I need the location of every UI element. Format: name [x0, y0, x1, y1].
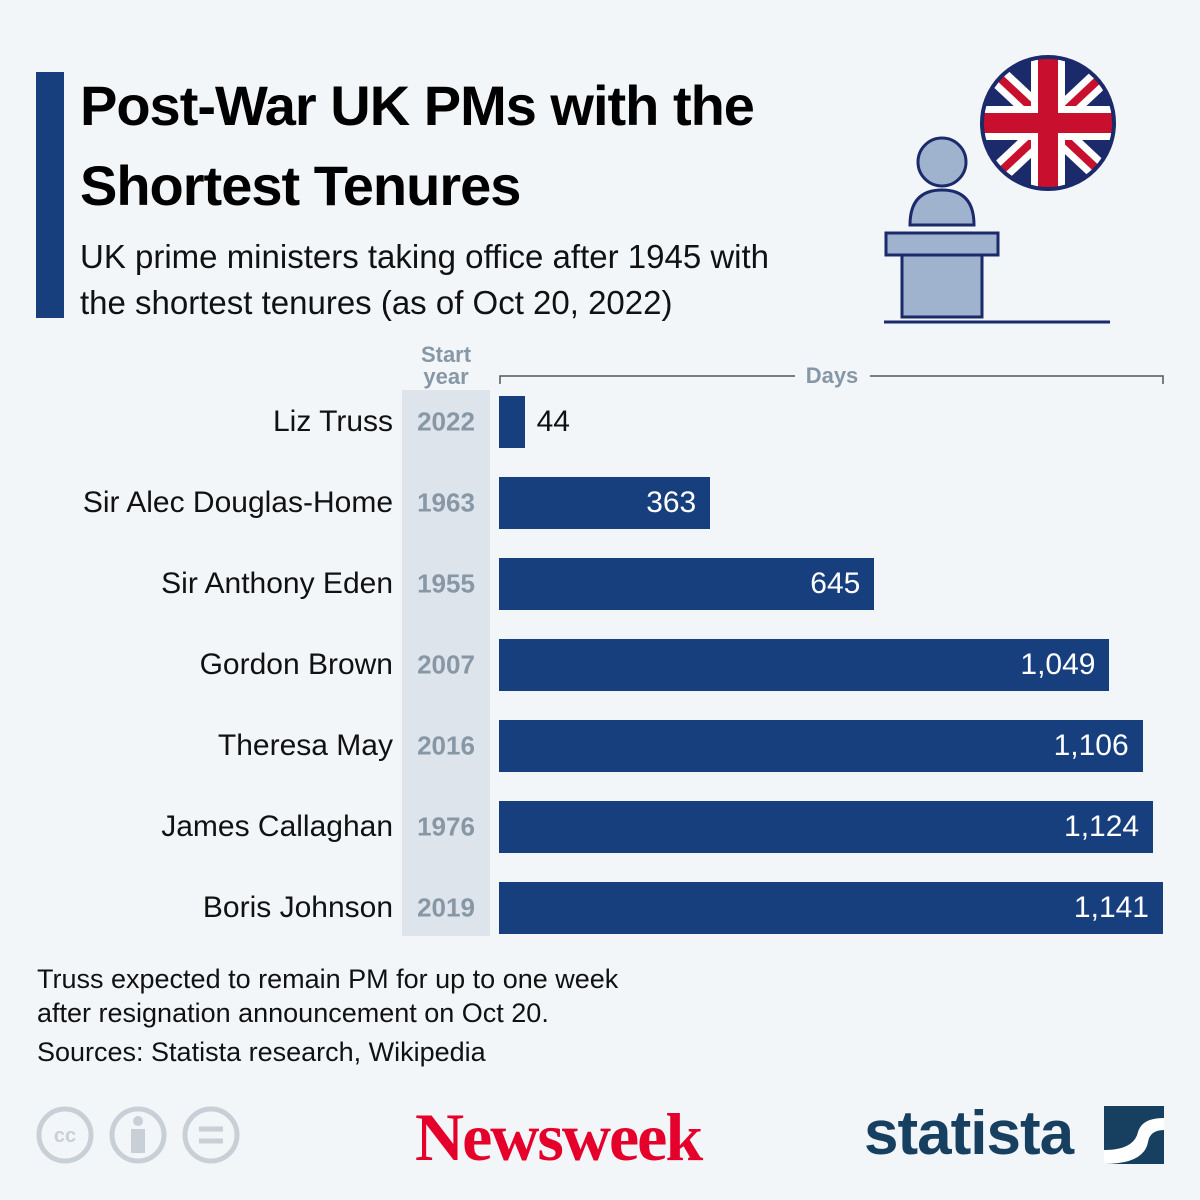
newsweek-logo: Newsweek [415, 1099, 703, 1175]
value-label: 363 [646, 486, 697, 519]
chart-subtitle: UK prime ministers taking office after 1… [80, 238, 770, 321]
license-icons: cc [36, 1106, 240, 1164]
days-bracket: Days [499, 363, 1164, 388]
note-line: Truss expected to remain PM for up to on… [37, 964, 619, 994]
value-label: 1,106 [1053, 729, 1129, 762]
start-year: 1955 [417, 568, 475, 599]
value-label: 44 [536, 405, 570, 438]
note: Truss expected to remain PM for up to on… [37, 962, 618, 1030]
x-axis-label: Days [806, 363, 859, 388]
category-label: Sir Anthony Eden [161, 567, 393, 600]
start-year: 2007 [417, 649, 475, 680]
chart-title: Post-War UK PMs with the Shortest Tenure… [80, 74, 755, 217]
svg-text:cc: cc [54, 1125, 76, 1147]
value-label: 1,141 [1073, 891, 1149, 924]
bar [499, 477, 711, 529]
category-label: Boris Johnson [202, 891, 393, 924]
bar [499, 639, 1110, 691]
bar [499, 720, 1143, 772]
title-accent [36, 72, 64, 318]
value-label: 1,049 [1020, 648, 1096, 681]
podium-icon [884, 55, 1116, 324]
statista-mark [1104, 1106, 1164, 1164]
statista-logo: statista [864, 1099, 1074, 1168]
note-line: after resignation announcement on Oct 20… [37, 998, 549, 1028]
bar [499, 396, 525, 448]
year-column [402, 390, 490, 936]
start-year: 2022 [417, 406, 475, 437]
category-label: James Callaghan [161, 810, 393, 843]
bar [499, 801, 1154, 853]
category-label: Theresa May [217, 729, 393, 762]
bar [499, 882, 1163, 934]
category-label: Liz Truss [272, 405, 393, 438]
start-year: 2016 [417, 730, 475, 761]
start-year: 2019 [417, 892, 475, 923]
year-header: Start year [420, 342, 472, 389]
value-label: 1,124 [1064, 810, 1140, 843]
category-label: Gordon Brown [199, 648, 393, 681]
start-year: 1963 [417, 487, 475, 518]
source: Sources: Statista research, Wikipedia [37, 1037, 486, 1067]
value-label: 645 [810, 567, 861, 600]
start-year: 1976 [417, 811, 475, 842]
category-label: Sir Alec Douglas-Home [82, 486, 393, 519]
bar [499, 558, 875, 610]
